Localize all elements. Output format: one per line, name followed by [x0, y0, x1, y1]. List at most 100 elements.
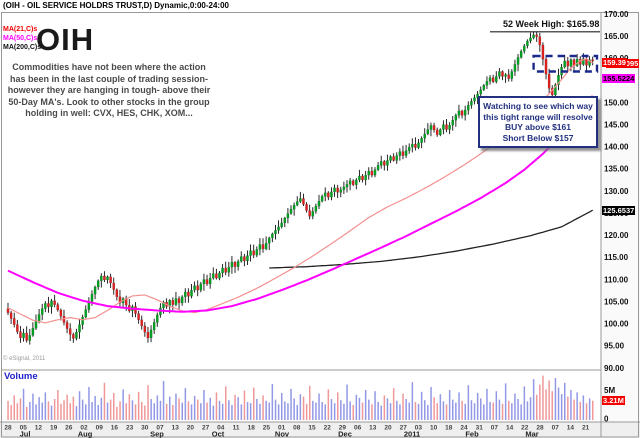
price-axis-label: 95.00: [604, 342, 625, 351]
candle-body: [566, 60, 570, 67]
volume-bar: [417, 403, 420, 420]
volume-bar: [249, 403, 252, 420]
volume-bar: [386, 398, 389, 420]
price-axis-label: 110.00: [604, 275, 629, 284]
volume-bar: [7, 400, 9, 420]
candle-body: [289, 208, 293, 214]
candle-body: [423, 133, 427, 139]
volume-bar: [13, 395, 15, 420]
price-axis-label: 90.00: [604, 364, 625, 373]
volume-bar: [399, 404, 401, 420]
volume-bar: [169, 396, 171, 420]
candle-body: [227, 266, 231, 273]
volume-bar: [532, 379, 535, 420]
volume-bar: [486, 388, 488, 420]
volume-bar: [333, 403, 336, 420]
candle-body: [429, 125, 433, 130]
volume-bar: [262, 395, 264, 420]
candle-body: [53, 300, 56, 305]
week-tick-label: 07: [552, 425, 560, 432]
volume-bar: [358, 397, 361, 420]
candle-body: [339, 189, 343, 193]
candle-body: [355, 179, 358, 185]
symbol-ticker: OIH: [36, 22, 95, 57]
legend-ma21-label: MA(21,C)s: [3, 26, 38, 33]
volume-bar: [560, 394, 563, 420]
volume-bar: [128, 394, 131, 420]
volume-bar: [420, 391, 423, 420]
volume-bar: [78, 391, 81, 420]
price-axis-label: 170.00: [604, 10, 629, 19]
candle-body: [90, 293, 94, 302]
candle-body: [274, 230, 277, 235]
candle-body: [591, 59, 594, 62]
candle-body: [249, 250, 252, 256]
volume-bar: [156, 395, 159, 420]
candle-body: [348, 180, 352, 185]
volume-bar: [374, 391, 376, 420]
ma200-value-badge: 125.6537: [602, 205, 636, 215]
volume-bar: [371, 404, 373, 420]
volume-bar: [383, 395, 386, 420]
volume-bar: [424, 400, 426, 420]
week-tick-label: 05: [20, 425, 28, 432]
volume-bar: [147, 385, 149, 420]
volume-bar: [218, 400, 221, 420]
candle-body: [72, 334, 75, 339]
candle-body: [68, 328, 72, 335]
volume-bar: [318, 393, 320, 420]
week-tick-label: 06: [354, 425, 362, 432]
volume-bar: [380, 405, 382, 420]
volume-bar: [557, 387, 560, 420]
candle-body: [174, 298, 178, 305]
candle-body: [314, 205, 318, 212]
month-label: Oct: [212, 430, 225, 438]
trade-plan-callout: Watching to see which way this tight ran…: [478, 96, 598, 148]
volume-bar: [91, 402, 93, 420]
candle-body: [569, 59, 573, 67]
volume-bar: [545, 389, 547, 420]
candle-body: [96, 280, 100, 288]
candle-body: [183, 291, 187, 297]
volume-bar: [103, 382, 106, 420]
volume-bar: [271, 384, 274, 420]
week-tick-label: 26: [65, 425, 73, 432]
candle-body: [426, 129, 430, 135]
candle-body: [538, 36, 542, 46]
volume-bar: [548, 380, 550, 420]
volume-bar: [408, 402, 410, 420]
month-label: 2011: [404, 430, 420, 438]
candle-body: [351, 180, 355, 185]
volume-bar: [29, 402, 31, 420]
ma50-line: [7, 95, 594, 313]
volume-bar: [159, 400, 162, 420]
month-label: Sep: [150, 430, 164, 438]
volume-bar: [582, 395, 585, 420]
volume-bar: [377, 402, 379, 420]
volume-bar: [495, 391, 498, 420]
candle-body: [19, 331, 22, 339]
candle-body: [267, 237, 271, 244]
volume-bar: [364, 390, 367, 420]
volume-bar: [458, 392, 460, 420]
candle-body: [395, 155, 399, 161]
volume-bar: [131, 400, 134, 420]
volume-bar: [137, 391, 140, 420]
volume-bar: [47, 401, 50, 420]
candle-body: [277, 226, 280, 231]
candle-body: [404, 150, 408, 156]
ma50-value-badge: 155.5224: [602, 73, 636, 83]
volume-bar: [268, 402, 270, 420]
candle-body: [155, 314, 159, 323]
volume-bar: [209, 397, 211, 420]
candle-body: [379, 161, 383, 166]
candle-body: [392, 156, 395, 161]
volume-bar: [592, 400, 594, 420]
candle-body: [544, 58, 548, 75]
analyst-annotation: Commodities have not been where the acti…: [7, 62, 211, 118]
legend-ma200-label: MA(200,C)s: [3, 44, 42, 51]
chart-frame: [1, 12, 639, 438]
candle-body: [498, 71, 501, 77]
volume-bar: [564, 382, 566, 420]
